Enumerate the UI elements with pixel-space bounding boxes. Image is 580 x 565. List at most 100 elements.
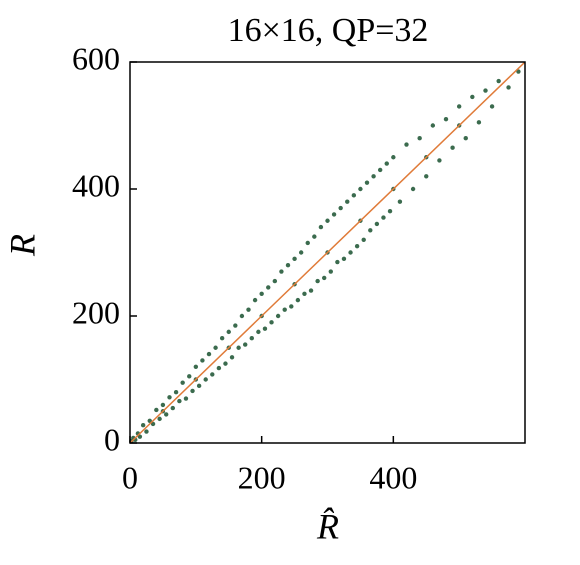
- plot-frame: [129, 61, 526, 444]
- chart-title: 16×16, QP=32: [228, 12, 429, 49]
- point: [417, 136, 422, 141]
- point: [368, 228, 373, 233]
- point: [308, 288, 314, 293]
- point: [187, 374, 192, 379]
- point: [322, 275, 327, 281]
- point: [338, 205, 343, 211]
- point: [154, 407, 159, 413]
- point: [223, 361, 228, 366]
- point: [236, 345, 241, 350]
- point: [489, 104, 495, 109]
- point: [354, 243, 360, 249]
- point: [266, 285, 271, 290]
- point: [167, 395, 172, 400]
- point: [325, 218, 330, 223]
- point: [275, 313, 281, 319]
- point: [177, 398, 182, 404]
- point: [170, 405, 175, 411]
- y-axis-label: R: [2, 234, 42, 257]
- point: [246, 307, 251, 312]
- x-tick-label: 200: [238, 459, 286, 495]
- point: [391, 155, 396, 160]
- point: [289, 304, 294, 309]
- x-tick-label: 400: [369, 459, 417, 495]
- point: [450, 145, 455, 150]
- point: [219, 336, 225, 341]
- point: [269, 320, 274, 325]
- y-tick-label: 0: [104, 421, 120, 457]
- point: [351, 193, 357, 198]
- reference-line: [129, 61, 526, 444]
- point: [252, 297, 258, 303]
- point: [443, 116, 449, 122]
- point: [424, 174, 429, 179]
- point: [335, 259, 340, 265]
- y-tick-label: 400: [72, 167, 120, 203]
- point: [381, 215, 386, 220]
- point: [256, 329, 261, 335]
- point: [239, 313, 245, 319]
- point: [282, 307, 287, 312]
- point: [506, 85, 511, 90]
- point: [144, 429, 149, 434]
- point: [305, 240, 310, 246]
- point: [233, 323, 238, 328]
- point: [328, 269, 333, 274]
- point: [430, 123, 436, 128]
- point: [397, 199, 403, 204]
- point: [216, 365, 222, 371]
- point: [437, 158, 442, 163]
- point: [285, 263, 291, 268]
- point: [183, 396, 189, 401]
- point: [456, 104, 462, 109]
- point: [180, 380, 185, 385]
- point: [371, 174, 376, 179]
- point: [213, 345, 218, 350]
- point: [272, 278, 278, 284]
- point: [410, 186, 416, 192]
- point: [358, 186, 363, 192]
- point: [292, 256, 297, 262]
- point: [262, 326, 268, 331]
- point: [259, 291, 264, 296]
- point: [200, 358, 205, 363]
- point: [140, 423, 146, 428]
- point: [210, 372, 215, 377]
- point: [476, 120, 482, 125]
- x-axis-label: R̂: [316, 506, 339, 546]
- point: [348, 250, 353, 255]
- point: [463, 136, 468, 141]
- x-tick-label: 0: [122, 459, 138, 495]
- point: [298, 250, 304, 255]
- point: [190, 388, 195, 394]
- point: [387, 209, 393, 214]
- point: [203, 377, 208, 382]
- point: [341, 256, 347, 262]
- point: [364, 180, 370, 185]
- point: [160, 402, 166, 408]
- y-tick-label: 600: [72, 40, 120, 76]
- point: [157, 416, 162, 422]
- point: [164, 412, 169, 417]
- point: [345, 199, 350, 204]
- point: [404, 142, 409, 147]
- point: [206, 351, 212, 357]
- point: [173, 390, 179, 395]
- point: [243, 342, 248, 347]
- point: [229, 355, 235, 360]
- point: [279, 269, 284, 274]
- point: [374, 221, 380, 227]
- point: [302, 291, 307, 296]
- point: [361, 237, 366, 242]
- point: [226, 329, 231, 335]
- point: [496, 78, 501, 84]
- point: [295, 297, 301, 303]
- point: [312, 234, 317, 239]
- point: [483, 88, 488, 93]
- point: [315, 278, 320, 284]
- point: [196, 383, 202, 389]
- point: [377, 167, 383, 173]
- y-tick-label: 200: [72, 294, 120, 330]
- point: [331, 212, 337, 217]
